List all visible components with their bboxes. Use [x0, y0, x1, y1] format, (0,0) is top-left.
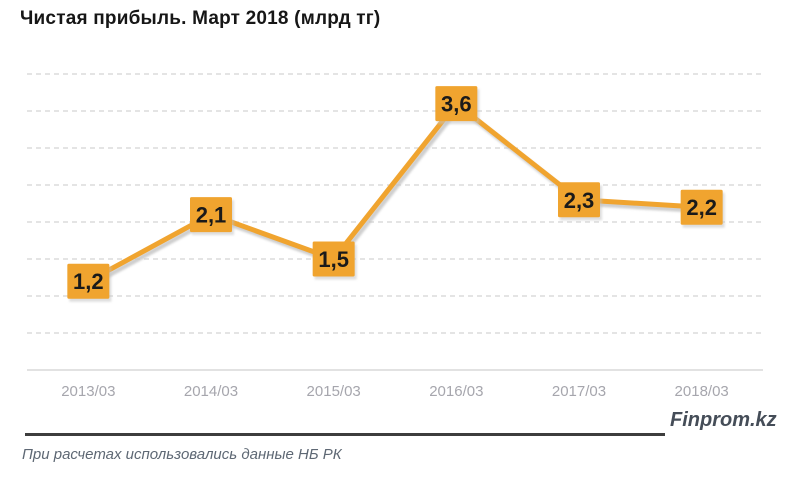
data-point-labels: 1,2 2,1 1,5 3,6 2,3 2,2 — [67, 86, 725, 302]
data-point-label-box — [190, 197, 232, 233]
x-axis-label: 2016/03 — [429, 383, 483, 400]
data-point-label-box — [558, 182, 600, 218]
data-point-label-value: 1,2 — [73, 269, 104, 294]
x-axis-label: 2017/03 — [552, 383, 606, 400]
chart-title: Чистая прибыль. Март 2018 (млрд тг) — [20, 8, 381, 29]
gridlines — [27, 73, 763, 371]
data-point-label-value: 2,1 — [196, 203, 227, 228]
data-line-path — [85, 101, 705, 284]
data-line-shadow — [88, 104, 707, 288]
x-axis-label: 2015/03 — [307, 383, 361, 400]
data-point-label-value: 3,6 — [441, 92, 472, 117]
data-point-label-box — [680, 189, 723, 225]
x-axis-label: 2018/03 — [675, 383, 729, 400]
line-chart: 1,2 2,1 1,5 3,6 2,3 2,2 2013/03 2014/03 2015/03… — [27, 73, 763, 400]
data-point-label-box — [312, 241, 355, 277]
data-point-label-value: 1,5 — [318, 247, 349, 272]
data-line — [85, 101, 707, 288]
footer-divider-line — [25, 433, 665, 436]
data-point-label-box — [67, 263, 110, 299]
data-point-label-value: 2,3 — [564, 188, 595, 213]
data-point-label-value: 2,2 — [686, 195, 717, 220]
x-axis-label: 2013/03 — [61, 383, 115, 400]
source-note: При расчетах использовались данные НБ РК — [22, 446, 342, 463]
x-axis-label: 2014/03 — [184, 383, 238, 400]
brand-logo: Finprom.kz — [670, 409, 777, 431]
data-point-label-box — [435, 86, 478, 122]
x-axis-labels: 2013/03 2014/03 2015/03 2016/03 2017/03 2018/… — [61, 383, 729, 400]
